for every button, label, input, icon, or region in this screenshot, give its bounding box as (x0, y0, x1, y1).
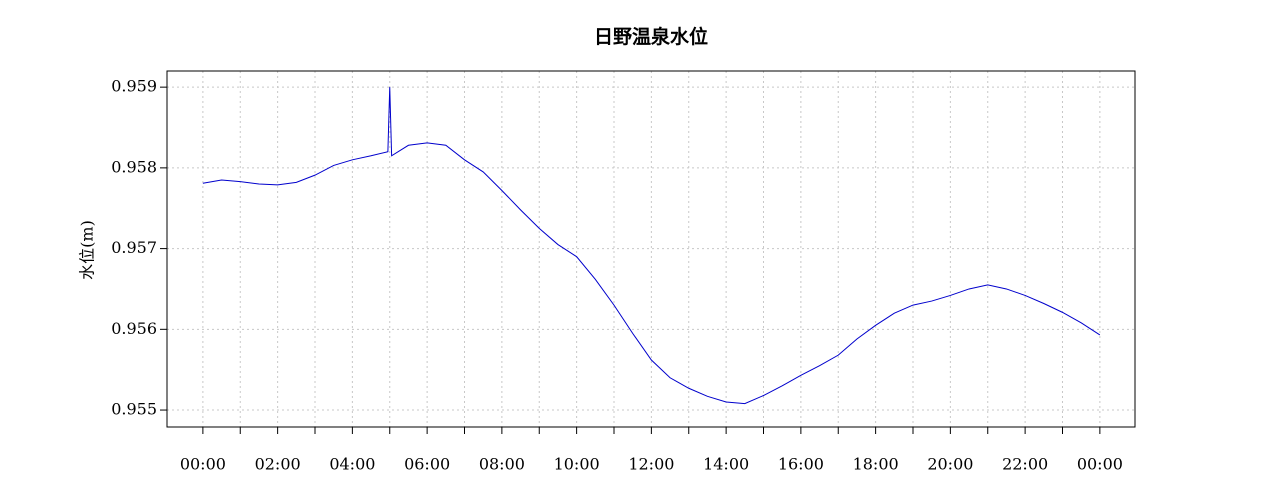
x-tick-label: 04:00 (329, 455, 375, 474)
x-tick-label: 00:00 (180, 455, 226, 474)
x-tick-label: 02:00 (255, 455, 301, 474)
x-tick-label: 14:00 (703, 455, 749, 474)
x-tick-label: 20:00 (927, 455, 973, 474)
x-tick-label: 00:00 (1077, 455, 1123, 474)
plot-frame (166, 70, 1136, 428)
y-axis-label: 水位(m) (78, 220, 97, 280)
y-tick-label: 0.959 (111, 77, 157, 96)
x-tick-label: 22:00 (1002, 455, 1048, 474)
chart-title: 日野温泉水位 (594, 25, 708, 48)
data-line (202, 87, 1101, 405)
x-tick-label: 10:00 (554, 455, 600, 474)
x-tick-label: 16:00 (778, 455, 824, 474)
x-tick-label: 12:00 (628, 455, 674, 474)
x-tick-label: 18:00 (853, 455, 899, 474)
x-tick-label: 08:00 (479, 455, 525, 474)
y-tick-label: 0.956 (111, 319, 157, 338)
x-tick-label: 06:00 (404, 455, 450, 474)
y-tick-label: 0.957 (111, 238, 157, 257)
y-tick-label: 0.955 (111, 400, 157, 419)
y-tick-label: 0.958 (111, 157, 157, 176)
